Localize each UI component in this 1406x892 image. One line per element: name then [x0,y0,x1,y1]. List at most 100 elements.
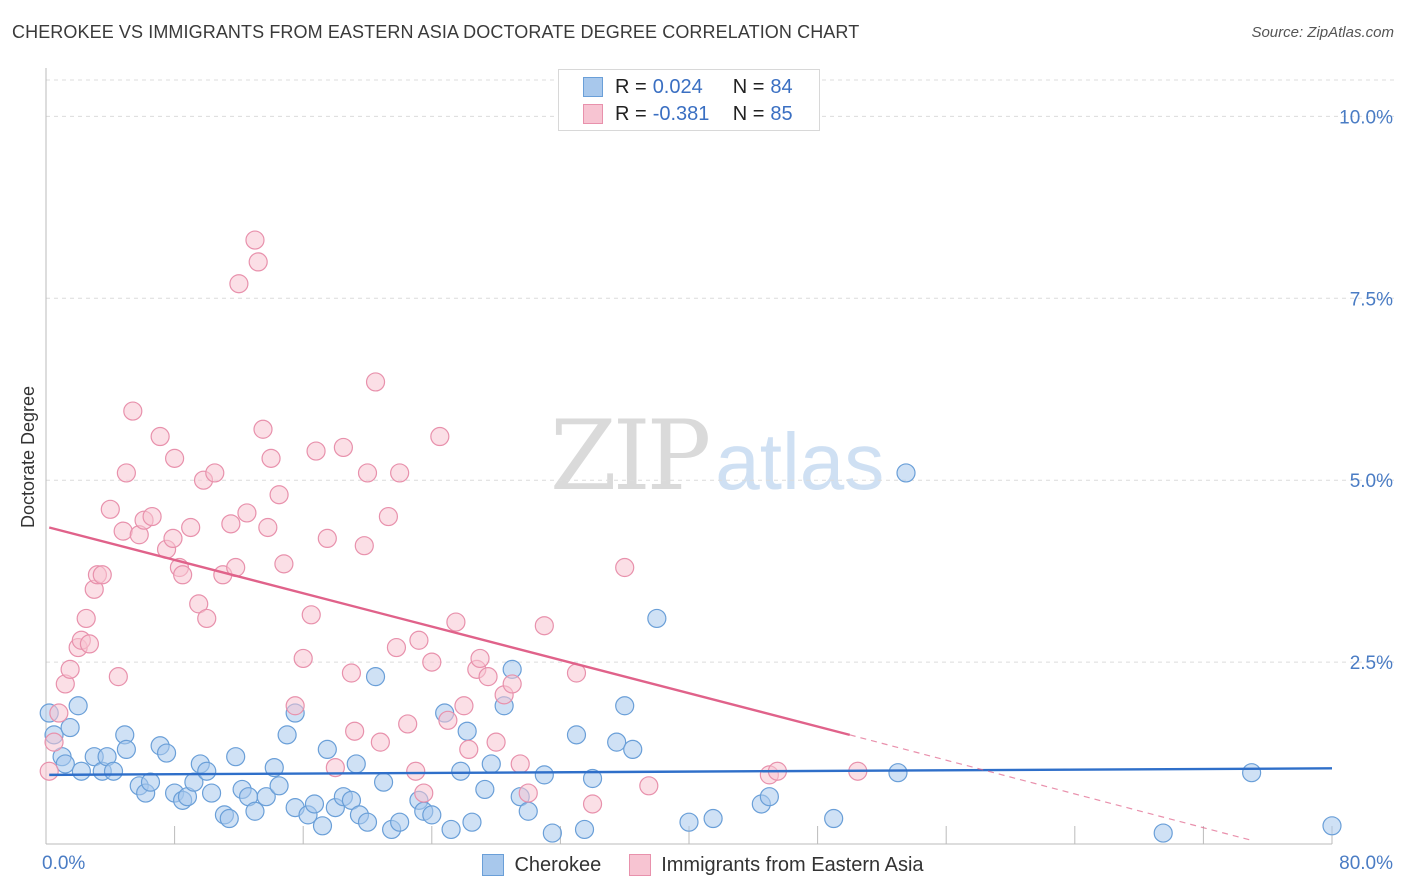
legend-r-label: R = [615,102,647,125]
data-point [607,732,627,752]
data-point [441,819,461,840]
data-point [475,779,495,800]
data-point [293,648,313,669]
data-point [639,776,659,796]
legend-n-label: N = [732,102,765,125]
trend-lines [48,526,1333,841]
trend-line [49,767,1333,777]
legend-n-value: 84 [770,75,793,98]
data-point [317,528,337,549]
data-point [100,499,120,519]
source-label: Source: ZipAtlas.com [1251,24,1394,41]
data-point [357,463,378,483]
data-point [438,710,458,730]
data-point [486,732,506,752]
data-point [197,761,217,781]
data-point [341,790,362,810]
data-point [478,667,498,687]
data-point [44,732,64,752]
data-point [173,565,193,585]
data-point [165,448,185,468]
data-point [574,819,595,840]
data-point [301,605,321,625]
legend-row-cherokee: R = 0.024 N = 84 [583,74,793,100]
data-point [414,783,434,803]
data-point [462,812,482,832]
data-point [623,739,643,760]
y-tick-label: 10.0% [1339,107,1393,128]
data-point [92,565,112,585]
data-point [341,663,362,683]
data-point [123,401,143,421]
data-point [409,630,429,650]
data-point [285,696,305,716]
data-point [459,739,479,760]
data-point [346,754,366,774]
data-point [615,696,635,716]
data-point [156,743,177,763]
series-legend: Cherokee Immigrants from Eastern Asia [0,852,1406,878]
axes [45,68,1333,845]
data-point [333,437,353,458]
legend: R = 0.024 N = 84 R = -0.381 N = 85 [558,69,820,131]
data-point [518,783,538,803]
data-point [258,517,278,538]
data-point [253,419,273,439]
data-point [277,725,297,745]
data-point [306,441,326,461]
data-point [365,372,386,392]
legend-row-eastern-asia: R = -0.381 N = 85 [583,101,793,127]
data-point [197,608,217,629]
data-point [71,761,91,781]
data-point [457,721,477,741]
data-point [60,659,80,679]
data-point [189,594,209,614]
data-point [422,805,442,825]
data-point [365,667,386,687]
data-point [386,637,407,658]
data-point [370,732,390,752]
data-point [1153,823,1173,843]
watermark: ZIP atlas [550,400,884,512]
data-point [55,754,75,774]
watermark-atlas: atlas [715,417,885,506]
data-point [76,608,96,629]
legend-n-value: 85 [770,102,793,125]
chart-title: CHEROKEE VS IMMIGRANTS FROM EASTERN ASIA… [12,22,860,42]
data-point [60,717,80,738]
data-point [615,557,635,578]
data-point [534,765,554,785]
axis-labels: 2.5% 5.0% 7.5% 10.0% 0.0% 80.0% Doctorate Degr… [18,107,1393,874]
data-point [237,503,257,523]
data-point [378,506,398,527]
data-point [406,761,426,781]
data-point [317,739,337,760]
data-point [582,794,603,814]
data-point [39,761,59,781]
data-point [451,761,471,781]
data-point [113,521,133,541]
data-point [398,714,418,734]
trend-line [48,526,851,737]
legend-r-value: 0.024 [652,75,703,98]
data-point [1322,816,1342,836]
data-point [140,772,161,792]
data-point [304,794,325,814]
data-point [163,528,183,549]
data-point [510,754,530,774]
data-point [422,652,442,672]
data-point [502,674,522,694]
x-tick-label-max: 80.0% [1339,853,1393,874]
y-tick-label: 7.5% [1350,289,1393,310]
data-point [79,634,100,654]
x-tick-label-min: 0.0% [42,853,85,874]
legend-n-label: N = [732,75,765,98]
data-point [759,787,779,807]
data-point [245,801,265,821]
y-tick-label: 5.0% [1350,471,1393,492]
watermark-zip: ZIP [550,400,711,512]
y-tick-label: 2.5% [1350,653,1393,674]
data-point [221,514,241,534]
data-point [269,776,289,796]
data-point [566,725,587,745]
